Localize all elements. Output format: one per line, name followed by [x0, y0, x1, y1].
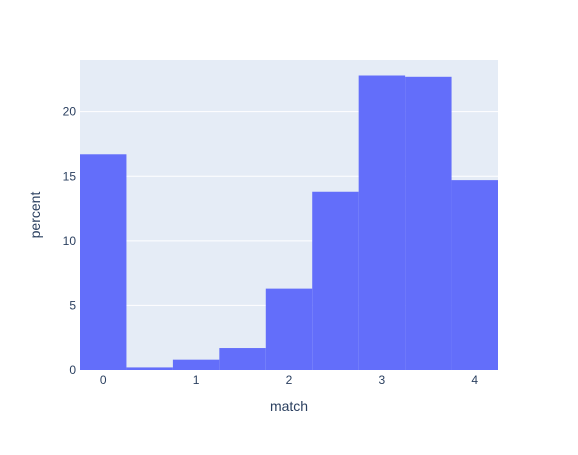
y-axis-label: percent	[27, 192, 43, 239]
bar[interactable]	[219, 348, 266, 370]
y-tick-label: 15	[63, 169, 77, 183]
bar[interactable]	[451, 180, 498, 370]
y-tick-label: 0	[69, 363, 76, 377]
x-tick-label: 4	[471, 373, 478, 387]
bars	[80, 75, 498, 371]
x-tick-labels: 0 1 2 3 4	[100, 373, 479, 387]
y-tick-label: 10	[63, 234, 77, 248]
x-tick-label: 3	[379, 373, 386, 387]
bar[interactable]	[265, 288, 313, 370]
y-tick-label: 5	[69, 298, 76, 312]
y-tick-label: 20	[63, 105, 77, 119]
bar[interactable]	[172, 359, 220, 370]
x-axis-label: match	[270, 398, 308, 414]
x-tick-label: 2	[286, 373, 293, 387]
x-tick-label: 1	[193, 373, 200, 387]
bar[interactable]	[405, 76, 452, 371]
bar[interactable]	[358, 75, 406, 371]
x-tick-label: 0	[100, 373, 107, 387]
bar[interactable]	[312, 191, 359, 370]
bar[interactable]	[80, 154, 127, 370]
bar[interactable]	[126, 367, 173, 370]
y-tick-labels: 0 5 10 15 20	[63, 105, 77, 377]
